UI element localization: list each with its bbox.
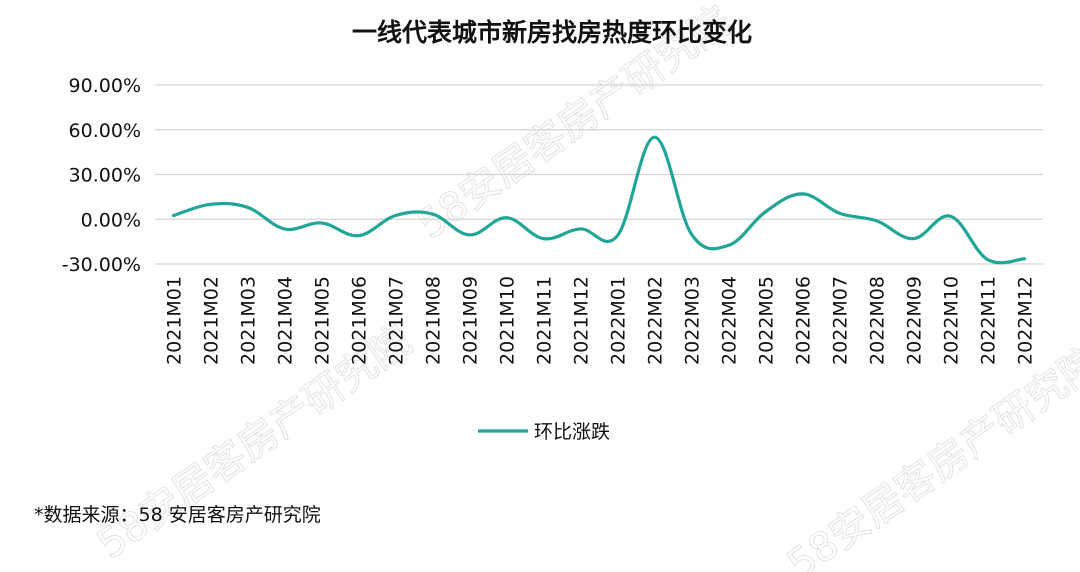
x-tick-label: 2022M05 [756, 276, 778, 365]
x-tick-label: 2022M10 [941, 276, 963, 365]
chart-title: 一线代表城市新房找房热度环比变化 [352, 18, 752, 47]
x-tick-label: 2021M11 [534, 276, 556, 365]
x-tick-label: 2022M03 [682, 276, 704, 365]
watermark-text: 58安居客房产研究院 [779, 338, 1080, 572]
x-tick-label: 2021M03 [238, 276, 260, 365]
x-tick-label: 2021M06 [349, 276, 371, 365]
x-tick-label: 2022M02 [645, 276, 667, 365]
x-tick-label: 2021M08 [423, 276, 445, 365]
x-tick-label: 2021M02 [201, 276, 223, 365]
x-tick-label: 2021M01 [164, 276, 186, 365]
x-tick-label: 2021M09 [460, 276, 482, 365]
x-tick-label: 2021M07 [386, 276, 408, 365]
x-tick-label: 2022M12 [1015, 276, 1037, 365]
x-axis-ticks: 2021M01 2021M02 2021M03 2021M04 2021M05 2021M… [164, 276, 1037, 365]
series-line-huanbi [171, 135, 1027, 265]
legend: 环比涨跌 [478, 421, 610, 443]
y-axis-ticks: -30.00% 0.00% 30.00% 60.00% 90.00% [62, 75, 141, 276]
x-tick-label: 2021M05 [312, 276, 334, 365]
x-tick-label: 2022M07 [830, 276, 852, 365]
x-tick-label: 2022M09 [904, 276, 926, 365]
x-tick-label: 2022M01 [608, 276, 630, 365]
x-tick-label: 2022M06 [793, 276, 815, 365]
legend-label: 环比涨跌 [534, 421, 610, 443]
y-tick-label: 30.00% [69, 165, 141, 187]
x-tick-label: 2022M04 [719, 276, 741, 365]
x-tick-label: 2021M12 [571, 276, 593, 365]
y-tick-label: -30.00% [62, 254, 141, 276]
y-tick-label: 90.00% [69, 75, 141, 97]
y-tick-label: 0.00% [81, 209, 141, 231]
x-tick-label: 2021M10 [497, 276, 519, 365]
x-tick-label: 2021M04 [275, 276, 297, 365]
x-tick-label: 2022M08 [867, 276, 889, 365]
y-tick-label: 60.00% [69, 120, 141, 142]
x-tick-label: 2022M11 [978, 276, 1000, 365]
y-grid [155, 84, 1043, 265]
source-note: *数据来源：58 安居客房产研究院 [34, 504, 321, 526]
